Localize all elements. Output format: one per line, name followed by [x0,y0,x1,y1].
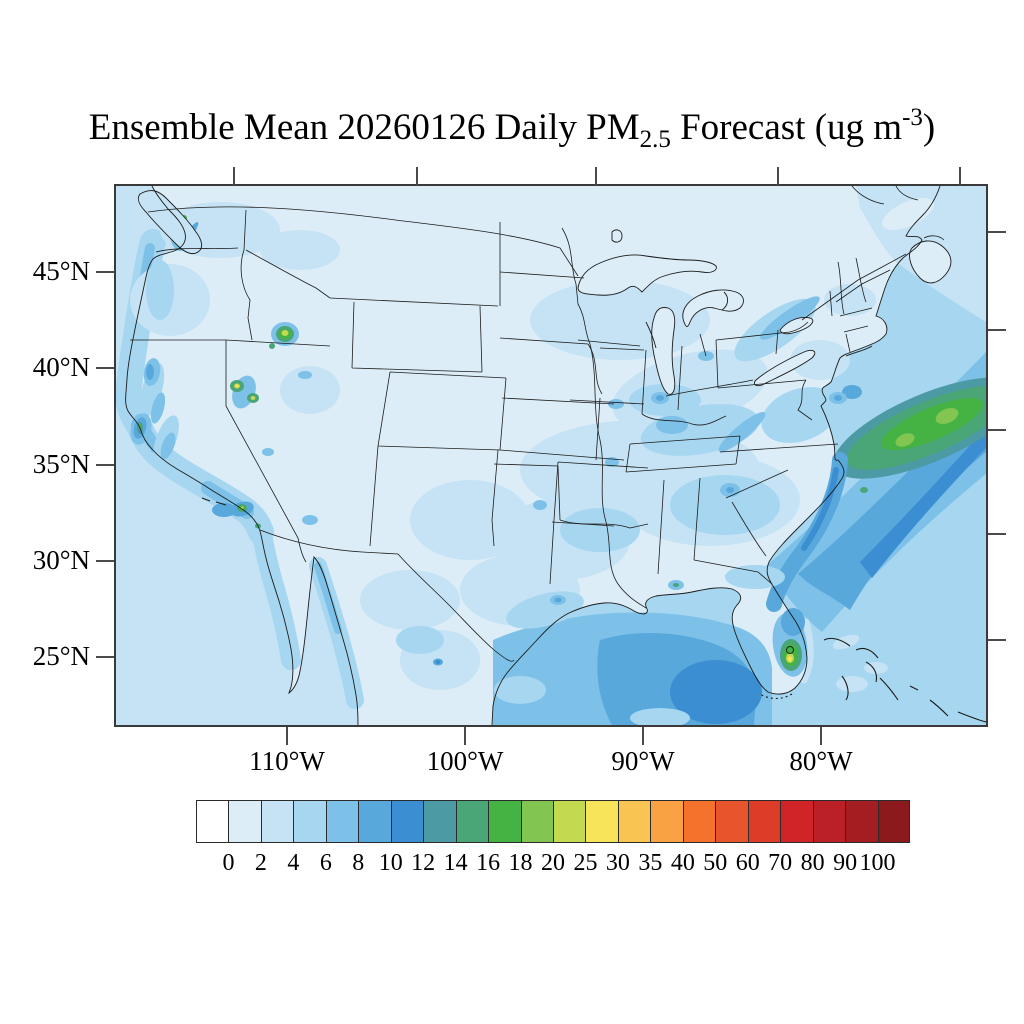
colorbar-cell [228,800,262,843]
colorbar-tick-label: 8 [352,850,365,876]
title-middle: Forecast (ug m [670,107,903,148]
colorbar-tick-label: 10 [378,850,403,876]
colorbar-cell [260,800,295,843]
top-edge-tick [959,167,961,185]
colorbar-tick-label: 16 [476,850,501,876]
colorbar-tick-label: 2 [254,850,267,876]
right-edge-tick [988,533,1006,535]
longitude-tick [286,727,288,745]
longitude-tick [820,727,822,745]
colorbar-tick-label: 20 [541,850,565,876]
colorbar-cell [682,800,717,843]
colorbar-tick-label: 4 [287,850,300,876]
colorbar-cell [293,800,327,843]
colorbar-tick-label: 80 [800,850,825,876]
latitude-tick-label: 30°N [32,545,90,575]
atlantic-shading [493,186,986,725]
colorbar-tick-label: 0 [222,850,235,876]
atlantic-gulf-ocean [492,186,986,725]
longitude-tick [464,727,466,745]
pacific-ocean [116,186,358,725]
top-edge-tick [233,167,235,185]
colorbar-cell [650,800,684,843]
top-edge-tick [416,167,418,185]
bahamas-cuba-islands [201,497,986,723]
colorbar-tick-label: 35 [638,850,663,876]
colorbar-cell [877,800,910,843]
colorbar-tick-label: 25 [573,850,598,876]
title-prefix: Ensemble Mean 20260126 Daily PM [88,107,640,148]
colorbar-tick-label: 18 [508,850,533,876]
page-title: Ensemble Mean 20260126 Daily PM2.5 Forec… [60,104,964,153]
colorbar-cell [617,800,652,843]
latitude-tick-label: 45°N [32,256,90,286]
colorbar [196,800,910,843]
right-edge-tick [988,231,1006,233]
colorbar-cell [747,800,782,843]
state-borders [130,186,945,662]
colorbar-cell [358,800,392,843]
colorbar-tick-label: 90 [833,850,858,876]
colorbar-tick-label: 100 [859,850,896,876]
colorbar-tick-label: 6 [319,850,332,876]
colorbar-tick-label: 40 [670,850,695,876]
latitude-tick-label: 35°N [32,449,90,479]
colorbar-cell [715,800,749,843]
colorbar-cell [845,800,879,843]
colorbar-cell [196,800,230,843]
florida-hotspot [772,608,808,677]
nova-scotia [909,240,952,284]
colorbar-cell [325,800,360,843]
colorbar-cell [488,800,522,843]
longitude-tick-label: 80°W [789,746,853,776]
colorbar-cell [780,800,814,843]
colorbar-cell [423,800,457,843]
longitude-tick-label: 100°W [426,746,504,776]
top-edge-tick [777,167,779,185]
latitude-tick-label: 40°N [32,352,90,382]
latitude-tick [96,560,114,562]
longitude-tick-label: 110°W [249,746,325,776]
colorbar-tick-label: 70 [768,850,793,876]
coastlines [125,186,941,725]
title-superscript: -3 [902,104,923,131]
latitude-tick [96,464,114,466]
top-edge-tick [595,167,597,185]
colorbar-cell [812,800,847,843]
latitude-tick [96,367,114,369]
latitude-tick [96,656,114,658]
colorbar-cell [390,800,425,843]
map-frame [114,184,988,727]
title-suffix: ) [922,107,936,148]
colorbar-cell [455,800,490,843]
colorbar-cell [520,800,554,843]
colorbar-tick-label: 50 [703,850,728,876]
right-edge-tick [988,329,1006,331]
longitude-tick [642,727,644,745]
colorbar-tick-label: 14 [443,850,468,876]
colorbar-tick-label: 60 [735,850,760,876]
latitude-tick-label: 25°N [32,641,90,671]
colorbar-cell [585,800,619,843]
great-lakes [577,229,816,395]
colorbar-tick-label: 30 [605,850,630,876]
colorbar-cell [553,800,587,843]
right-edge-tick [988,639,1006,641]
longitude-tick-label: 90°W [611,746,675,776]
colorbar-tick-label: 12 [411,850,436,876]
title-subscript: 2.5 [639,126,671,153]
right-edge-tick [988,429,1006,431]
latitude-tick [96,271,114,273]
